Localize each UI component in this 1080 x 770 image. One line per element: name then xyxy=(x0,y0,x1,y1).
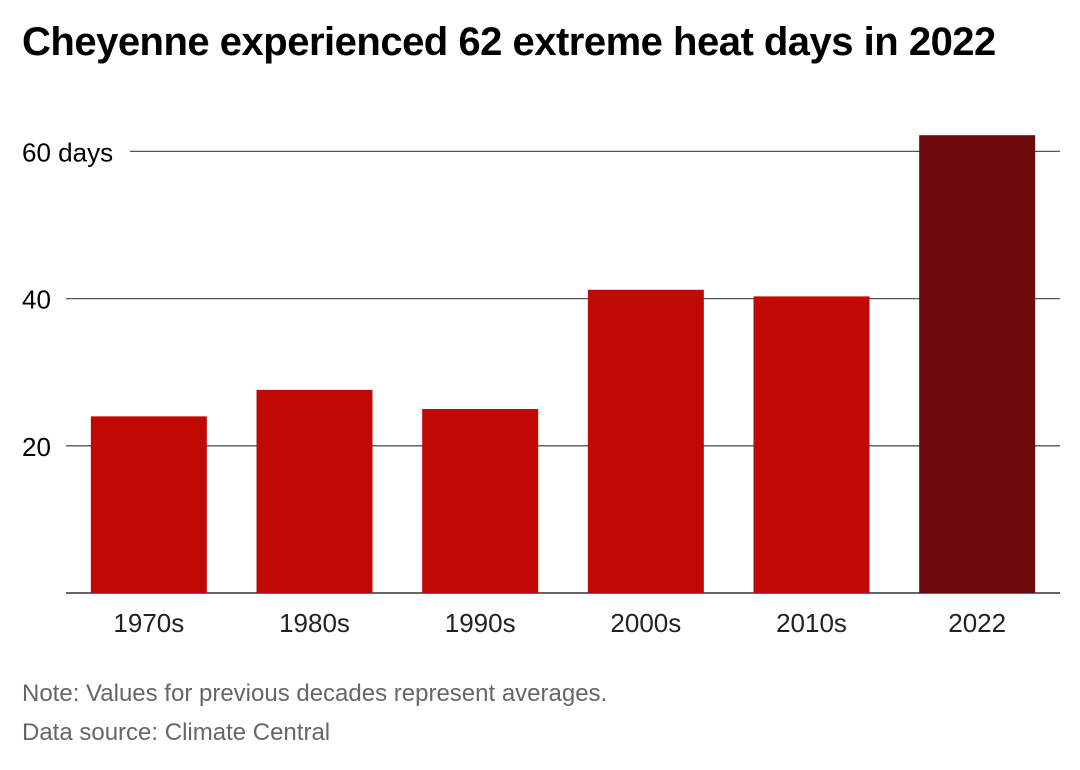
bar-1970s xyxy=(90,416,207,593)
bars xyxy=(90,135,1036,593)
chart-title: Cheyenne experienced 62 extreme heat day… xyxy=(22,20,996,64)
x-tick-label: 1980s xyxy=(279,608,350,638)
x-tick-label: 2000s xyxy=(610,608,681,638)
x-tick-label: 1970s xyxy=(113,608,184,638)
y-tick-label: 60 days xyxy=(22,137,113,167)
bar-2000s xyxy=(587,289,704,593)
tick-labels: 20 40 60 days 1970s 1980s 1990s 2000s 2010s 2022 xyxy=(22,137,1006,638)
bar-1990s xyxy=(422,409,539,593)
chart-note: Note: Values for previous decades repres… xyxy=(22,680,608,707)
x-tick-label: 1990s xyxy=(445,608,516,638)
y-tick-label: 40 xyxy=(22,285,51,315)
gridlines xyxy=(66,150,1060,594)
data-source: Data source: Climate Central xyxy=(22,719,331,746)
bar-2010s xyxy=(753,296,870,593)
bar-2022 xyxy=(919,135,1036,593)
x-tick-label: 2022 xyxy=(948,608,1006,638)
y-tick-label: 20 xyxy=(22,432,51,462)
x-tick-label: 2010s xyxy=(776,608,847,638)
bar-1980s xyxy=(256,389,373,593)
